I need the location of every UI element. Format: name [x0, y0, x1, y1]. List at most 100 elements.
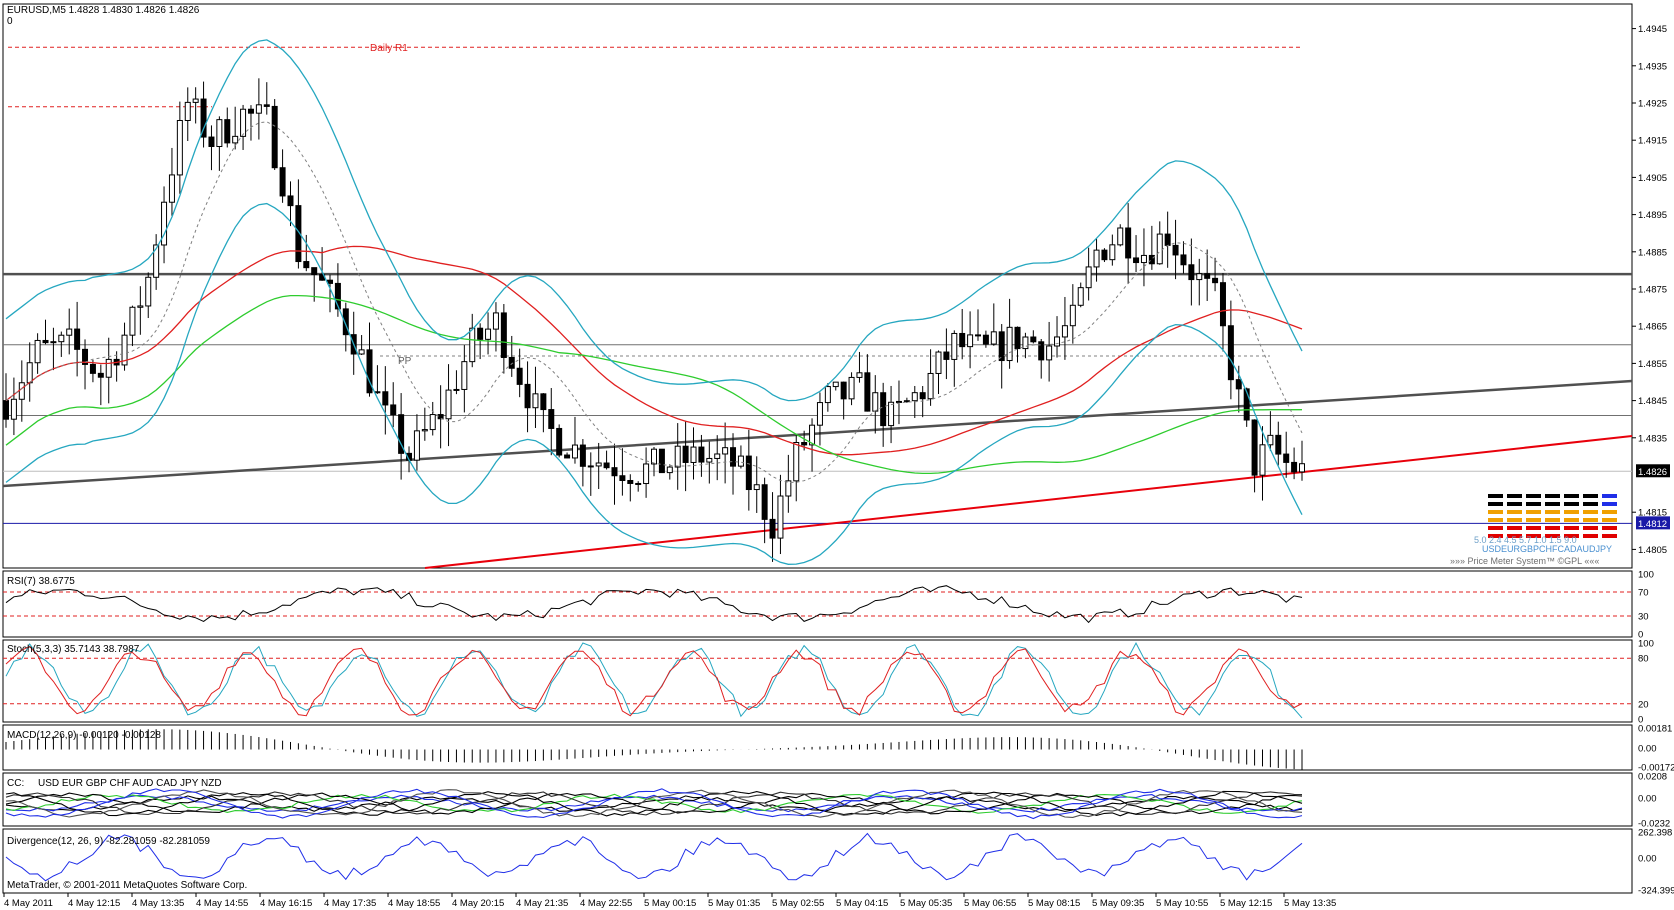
candle — [809, 418, 816, 472]
candle-body — [295, 205, 302, 263]
candle-body — [856, 372, 863, 378]
stoch-main-line — [5, 642, 1303, 719]
candle — [777, 474, 784, 555]
candle — [1291, 447, 1298, 480]
candle-body — [1109, 244, 1116, 261]
candle — [1251, 419, 1258, 493]
candle-body — [176, 119, 183, 176]
candle-body — [105, 358, 112, 378]
candle — [184, 87, 191, 142]
sub-y-tick-label: -0.00172 — [1638, 763, 1674, 774]
x-tick-label: 4 May 22:55 — [580, 898, 632, 909]
candle-body — [1061, 325, 1068, 338]
gray-trendline — [2, 379, 1633, 488]
y-tick-label: 1.4945 — [1638, 24, 1667, 35]
candle-body — [358, 349, 365, 355]
main-chart-static — [2, 46, 1633, 569]
meter-bar — [1507, 510, 1522, 514]
candle-body — [1125, 227, 1132, 259]
meter-bar — [1526, 502, 1541, 506]
candle-body — [595, 462, 602, 467]
meter-bar — [1602, 518, 1617, 522]
price-label: 1.4812 — [1638, 519, 1667, 530]
candle — [753, 456, 760, 513]
candle-body — [192, 98, 199, 103]
candle — [556, 424, 563, 458]
candle-body — [232, 135, 239, 144]
candle — [374, 365, 381, 394]
candle — [74, 301, 81, 377]
candle — [824, 383, 831, 412]
cc-title: CC: — [7, 778, 24, 789]
candle-body — [579, 444, 586, 467]
sub-y-tick-label: 30 — [1638, 612, 1649, 623]
candle-body — [666, 466, 673, 474]
divergence-title: Divergence(12, 26, 9) -82.281059 -82.281… — [7, 836, 210, 847]
candle-body — [911, 392, 918, 402]
candle-body — [785, 480, 792, 497]
candle — [832, 381, 839, 391]
candle — [666, 464, 673, 480]
candle — [1180, 241, 1187, 274]
candle — [429, 401, 436, 436]
x-tick-label: 5 May 00:15 — [644, 898, 696, 909]
rsi-title: RSI(7) 38.6775 — [7, 576, 75, 587]
candle — [208, 125, 215, 171]
candle-body — [793, 441, 800, 482]
meter-bar — [1526, 510, 1541, 514]
candle — [903, 397, 910, 403]
candles-group[interactable] — [3, 78, 1305, 562]
candle-body — [477, 327, 484, 340]
sub-y-tick-label: 0.00181 — [1638, 724, 1672, 735]
meter-bar — [1526, 518, 1541, 522]
price-meter-bars — [1488, 494, 1617, 538]
candle-body — [690, 446, 697, 463]
candle-body — [540, 393, 547, 411]
green-moving-average — [5, 294, 1302, 475]
candle-body — [279, 167, 286, 197]
candle — [967, 311, 974, 369]
candle — [730, 433, 737, 495]
candle-body — [437, 414, 444, 420]
candle-body — [398, 414, 405, 454]
candle-body — [516, 367, 523, 385]
candle — [232, 106, 239, 150]
candle — [595, 442, 602, 489]
x-tick-label: 5 May 01:35 — [708, 898, 760, 909]
candle-body — [255, 104, 262, 114]
candle-body — [327, 279, 333, 284]
x-tick-label: 5 May 06:55 — [964, 898, 1016, 909]
y-tick-label: 1.4835 — [1638, 433, 1667, 444]
candle-body — [34, 339, 41, 364]
cc-line — [5, 794, 1303, 813]
candle-body — [990, 331, 997, 345]
rsi-line — [5, 585, 1303, 624]
candle-body — [658, 448, 665, 474]
candle-body — [943, 351, 950, 360]
panel-frame-div — [2, 828, 1633, 894]
candle — [785, 454, 792, 513]
candle-body — [508, 356, 515, 369]
candle — [1204, 249, 1211, 301]
meter-bar — [1602, 526, 1617, 530]
candle-body — [824, 386, 831, 404]
sub-y-tick-label: 100 — [1638, 639, 1654, 650]
candle-body — [556, 427, 563, 456]
candle — [1172, 219, 1179, 280]
sub-y-tick-label: 80 — [1638, 654, 1649, 665]
panel-frame-main — [2, 3, 1633, 569]
meter-bar — [1583, 502, 1598, 506]
meter-bar — [1583, 534, 1598, 538]
meter-bar — [1545, 510, 1560, 514]
candle-body — [1054, 336, 1061, 347]
meter-bar — [1488, 526, 1503, 530]
candle-body — [1022, 336, 1029, 350]
candle — [769, 492, 776, 562]
candle-body — [1101, 249, 1108, 261]
candle — [793, 434, 800, 502]
candle-body — [959, 332, 966, 348]
candle — [477, 323, 484, 360]
candle — [137, 286, 144, 335]
candle-body — [208, 136, 215, 148]
